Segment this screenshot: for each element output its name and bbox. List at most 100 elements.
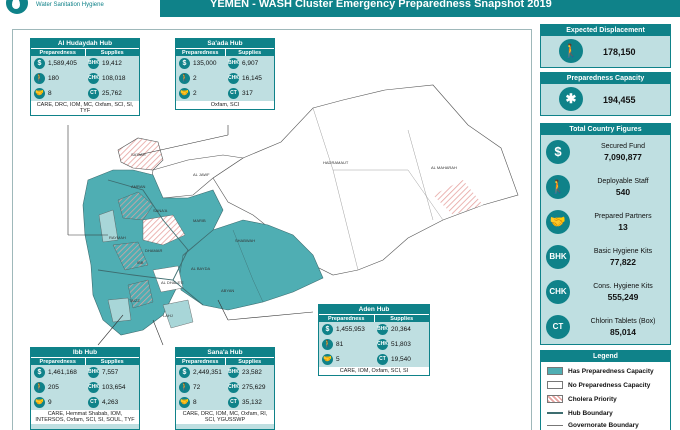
dollar-icon: $ — [34, 58, 45, 69]
totals-title: Total Country Figures — [541, 124, 670, 135]
total-label: Secured Fund — [601, 143, 645, 150]
hub-row: $2,449,351 BHK 23,582 — [176, 365, 274, 380]
hub-column-headers: Preparedness Supplies — [176, 48, 274, 56]
hub-supply-value: 6,907 — [242, 60, 259, 67]
legend-title: Legend — [541, 351, 670, 362]
hub-supply-cell: BHK 20,364 — [374, 324, 429, 335]
logo-text: Water Sanitation Hygiene — [36, 2, 104, 8]
bhk-icon: BHK — [546, 245, 570, 269]
gov-label: SANA'A — [153, 208, 168, 213]
total-value: 77,822 — [610, 257, 636, 267]
total-label: Cons. Hygiene Kits — [593, 283, 653, 290]
expected-displacement-panel: Expected Displacement 🚶 178,150 — [540, 24, 671, 68]
hub-prep-cell: $2,449,351 — [176, 367, 225, 378]
hub-supply-value: 108,018 — [102, 75, 126, 82]
hub-supply-value: 16,145 — [242, 75, 262, 82]
hub-prep-cell: $1,455,953 — [319, 324, 374, 335]
hub-col-preparedness: Preparedness — [176, 48, 225, 56]
hub-prep-cell: $1,589,405 — [31, 58, 85, 69]
chk-icon: CHK — [88, 382, 99, 393]
hub-supply-value: 317 — [242, 90, 253, 97]
hub-supply-cell: CT 19,540 — [374, 354, 429, 365]
hub-col-supplies: Supplies — [84, 357, 139, 365]
region-west — [82, 169, 224, 336]
hub-partners: CARE, DRC, IOM, MC, Oxfam, SCI, SI, TYF — [31, 101, 139, 115]
hub-prep-cell: 🚶 2 — [176, 73, 225, 84]
gov-label: AL MAHARAH — [431, 165, 457, 170]
bhk-icon: BHK — [228, 58, 239, 69]
total-label: Chlorin Tablets (Box) — [590, 318, 656, 325]
legend-line-governorate — [547, 424, 563, 426]
chk-icon: CHK — [546, 280, 570, 304]
hub-prep-cell: 🤝 9 — [31, 397, 85, 408]
legend-swatch-none — [547, 381, 563, 389]
hub-col-preparedness: Preparedness — [31, 48, 85, 56]
hub-prep-value: 9 — [48, 399, 52, 406]
hub-title: Sana'a Hub — [176, 348, 274, 357]
hub-supply-value: 103,654 — [102, 384, 126, 391]
total-label: Basic Hygiene Kits — [593, 248, 653, 255]
hub-prep-cell: 🤝 8 — [176, 397, 225, 408]
hub-prep-value: 1,455,953 — [336, 326, 365, 333]
hub-row: 🤝 5 CT 19,540 — [319, 352, 429, 367]
hub-row: $1,589,405 BHK 19,412 — [31, 56, 139, 71]
hub-col-preparedness: Preparedness — [31, 357, 85, 365]
staff-icon: 🚶 — [34, 382, 45, 393]
dollar-icon: $ — [179, 58, 190, 69]
hub-supply-cell: CT 35,132 — [225, 397, 274, 408]
legend-item: Cholera Priority — [547, 394, 617, 404]
staff-icon: 🚶 — [546, 175, 570, 199]
bhk-icon: BHK — [88, 367, 99, 378]
total-value: 555,249 — [607, 292, 639, 302]
hub-supply-value: 51,803 — [391, 341, 411, 348]
hub-col-supplies: Supplies — [224, 357, 274, 365]
hub-prep-cell: $135,000 — [176, 58, 225, 69]
total-label: Deployable Staff — [597, 178, 649, 185]
hub-partners: CARE, Hemmat Shabab, IOM, INTERSOS, Oxfa… — [31, 410, 139, 424]
legend-swatch-prepared — [547, 367, 563, 375]
hub-prep-value: 8 — [48, 90, 52, 97]
hub-supply-value: 19,412 — [102, 60, 122, 67]
hub-row: 🚶 81 CHK 51,803 — [319, 337, 429, 352]
staff-icon: 🚶 — [34, 73, 45, 84]
hub-prep-cell: 🚶 205 — [31, 382, 85, 393]
hub-prep-value: 2 — [193, 90, 197, 97]
hub-supply-cell: CHK 16,145 — [225, 73, 274, 84]
hub-column-headers: Preparedness Supplies — [31, 357, 139, 365]
yemen-map — [67, 84, 519, 346]
gov-label: SA'DAH — [131, 152, 146, 157]
hub-col-supplies: Supplies — [84, 48, 139, 56]
ct-icon: CT — [88, 88, 99, 99]
hub-supply-cell: CHK 103,654 — [85, 382, 139, 393]
legend-swatch-cholera — [547, 395, 563, 403]
hub-title: Al Hudaydah Hub — [31, 39, 139, 48]
legend-item: Has Preparedness Capacity — [547, 366, 654, 376]
hub-row: 🚶 180 CHK 108,018 — [31, 71, 139, 86]
hub-prep-value: 135,000 — [193, 60, 217, 67]
dollar-icon: $ — [179, 367, 190, 378]
gov-label: AL DHALE'E — [161, 280, 184, 285]
hub-row: 🚶 2 CHK 16,145 — [176, 71, 274, 86]
ct-icon: CT — [228, 88, 239, 99]
hub-supply-value: 275,629 — [242, 384, 266, 391]
ct-icon: CT — [546, 315, 570, 339]
hub-supply-value: 19,540 — [391, 356, 411, 363]
hub-row: $1,455,953 BHK 20,364 — [319, 322, 429, 337]
gov-label: AL JAWF — [193, 172, 210, 177]
hub-partners: Oxfam, SCI — [176, 101, 274, 109]
chk-icon: CHK — [228, 73, 239, 84]
total-value: 7,090,877 — [604, 152, 642, 162]
hub-supply-value: 35,132 — [242, 399, 262, 406]
total-value: 85,014 — [610, 327, 636, 337]
hub-column-headers: Preparedness Supplies — [31, 48, 139, 56]
partners-icon: 🤝 — [179, 88, 190, 99]
hub-supply-value: 20,364 — [391, 326, 411, 333]
total-value: 13 — [618, 222, 628, 232]
capacity-icon: ✱ — [559, 87, 583, 111]
hub-title: Ibb Hub — [31, 348, 139, 357]
hub-row: 🤝 2 CT 317 — [176, 86, 274, 101]
legend-item: No Preparedness Capacity — [547, 380, 650, 390]
hub-row: $135,000 BHK 6,907 — [176, 56, 274, 71]
hub-column-headers: Preparedness Supplies — [176, 357, 274, 365]
hub-prep-value: 2,449,351 — [193, 369, 222, 376]
